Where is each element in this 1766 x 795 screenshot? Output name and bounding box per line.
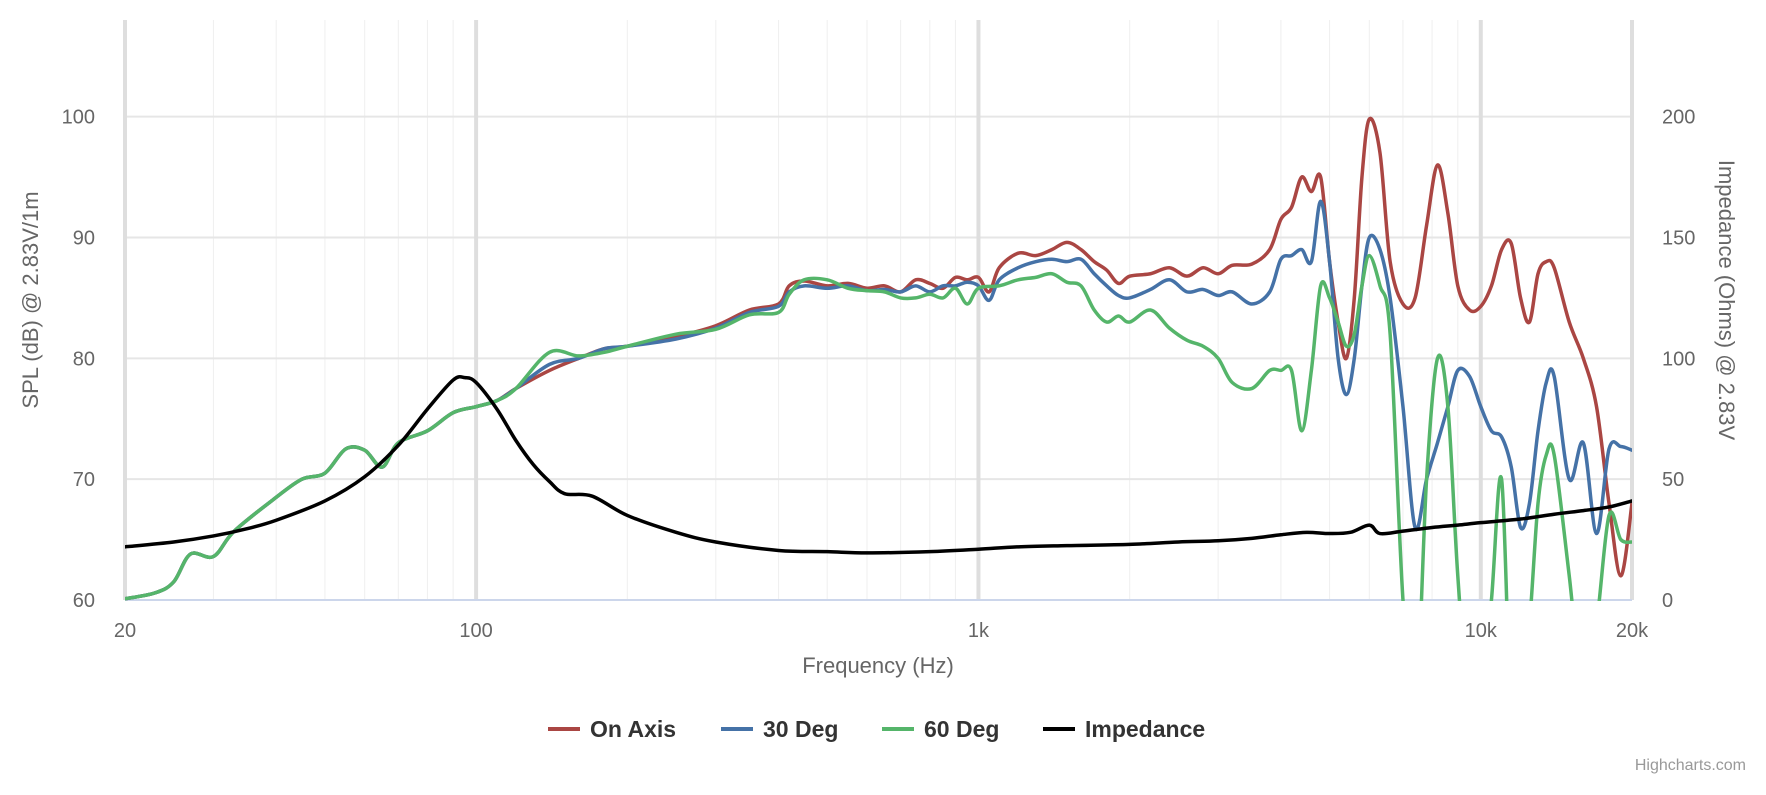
legend-item-impedance[interactable]: Impedance — [1043, 716, 1205, 742]
legend-label: 30 Deg — [763, 716, 838, 742]
y-left-tick-label: 70 — [73, 469, 95, 491]
y-left-tick-label: 100 — [62, 107, 95, 129]
legend-label: Impedance — [1085, 716, 1205, 742]
x-axis-title: Frequency (Hz) — [802, 653, 954, 678]
y-axis-right-ticks: 0 50 100 150 200 — [1662, 107, 1695, 612]
x-axis-ticks: 20 100 1k 10k 20k — [114, 620, 1649, 642]
y-right-tick-label: 200 — [1662, 107, 1695, 129]
legend-item-30-deg[interactable]: 30 Deg — [721, 716, 838, 742]
legend-label: 60 Deg — [924, 716, 999, 742]
legend: On Axis 30 Deg 60 Deg Impedance — [548, 716, 1205, 742]
series-lines — [125, 116, 1632, 735]
y-right-tick-label: 150 — [1662, 228, 1695, 250]
x-tick-label: 100 — [459, 620, 492, 642]
x-tick-label: 20k — [1616, 620, 1649, 642]
y-axis-left-title: SPL (dB) @ 2.83V/1m — [18, 191, 43, 408]
y-right-tick-label: 100 — [1662, 348, 1695, 370]
y-right-tick-label: 50 — [1662, 469, 1684, 491]
credits-link[interactable]: Highcharts.com — [1635, 757, 1746, 774]
x-tick-label: 1k — [968, 620, 990, 642]
y-right-tick-label: 0 — [1662, 590, 1673, 612]
legend-label: On Axis — [590, 716, 676, 742]
y-left-tick-label: 60 — [73, 590, 95, 612]
legend-item-on-axis[interactable]: On Axis — [548, 716, 676, 742]
y-left-tick-label: 90 — [73, 228, 95, 250]
y-axis-right-title: Impedance (Ohms) @ 2.83V — [1714, 160, 1739, 441]
y-axis-left-ticks: 60 70 80 90 100 — [62, 107, 95, 612]
y-left-tick-label: 80 — [73, 348, 95, 370]
major-gridlines — [123, 20, 1634, 601]
x-tick-label: 20 — [114, 620, 136, 642]
series-line-60-deg[interactable] — [125, 253, 1632, 735]
legend-item-60-deg[interactable]: 60 Deg — [882, 716, 999, 742]
x-tick-label: 10k — [1465, 620, 1498, 642]
series-line-impedance[interactable] — [125, 375, 1632, 555]
